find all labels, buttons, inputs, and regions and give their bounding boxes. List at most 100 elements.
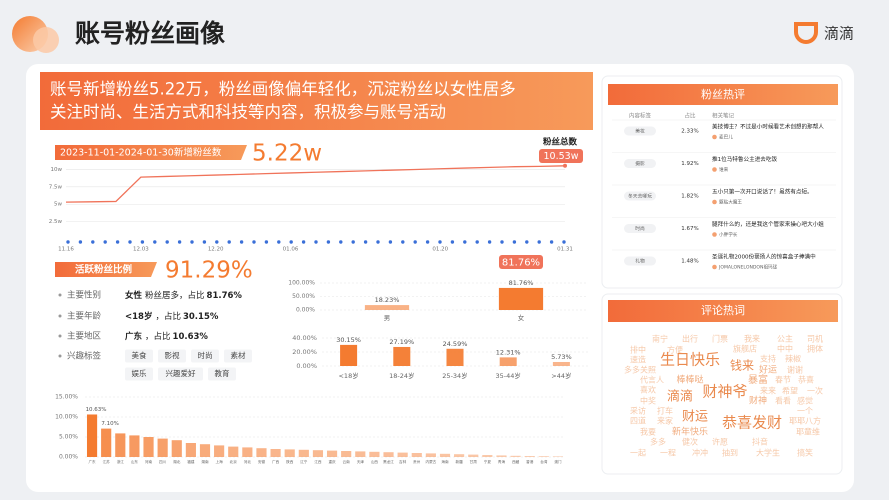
tag-pill	[624, 224, 656, 233]
hot-word: 搞笑	[797, 448, 813, 458]
bar	[397, 452, 408, 457]
hot-word: 采访	[630, 406, 646, 416]
bar	[364, 305, 410, 310]
tag-label: 素材	[231, 350, 246, 360]
timeline-dot	[549, 240, 554, 244]
hot-word: 喜欢	[640, 385, 656, 395]
timeline-dot	[190, 240, 194, 244]
y-tick-label: 7.5w	[49, 184, 63, 190]
profile-percent: 30.15%	[183, 312, 219, 322]
timeline-dot	[475, 240, 479, 244]
tag-pill	[624, 126, 656, 136]
hot-word: 速造	[630, 355, 646, 365]
profile-value: 广东 ，占比 10.63%	[125, 331, 208, 342]
row-tag: 美妆	[635, 128, 645, 135]
summary-line: 账号新增粉丝5.22万，粉丝画像偏年轻化，沉淀粉丝以女性居多	[50, 80, 516, 99]
y-tick-label: 0.00%	[59, 454, 78, 461]
row-share: 1.67%	[681, 226, 698, 232]
hot-words-panel	[601, 293, 843, 475]
hot-word: 春节	[775, 375, 791, 385]
x-tick-label: 贵州	[413, 459, 421, 464]
x-tick-label: 新疆	[456, 459, 464, 464]
bar	[341, 451, 352, 457]
x-tick-label: 上海	[216, 459, 224, 464]
summary-box	[40, 72, 593, 130]
profile-value: <18岁 ，占比 30.15%	[125, 311, 219, 322]
profile-label: 主要地区	[67, 331, 102, 342]
x-tick-label: 山东	[131, 459, 139, 464]
hot-word: 感觉	[797, 396, 813, 406]
hot-word: 生日快乐	[660, 351, 720, 369]
hot-word: 南宁	[652, 334, 668, 344]
bar	[454, 454, 465, 457]
timeline-dot	[165, 240, 169, 244]
bar	[326, 450, 338, 457]
timeline-dot	[115, 240, 120, 244]
x-tick-label: 北京	[230, 459, 238, 464]
timeline-dot	[487, 240, 492, 244]
tag-pill	[224, 349, 252, 363]
x-tick-label: 天津	[357, 459, 365, 464]
bar	[340, 344, 358, 366]
bar	[383, 452, 394, 457]
x-tick-label: 广西	[272, 459, 280, 464]
bar	[510, 455, 521, 457]
timeline-dot	[512, 240, 517, 244]
timeline-dot	[500, 240, 504, 244]
timeline-dot	[239, 240, 244, 244]
x-tick-label: 内蒙古	[425, 459, 436, 464]
tag-pill	[125, 349, 153, 363]
bar	[411, 453, 422, 457]
row-tag: 时尚	[635, 225, 645, 232]
x-tick-label: 宁夏	[484, 459, 492, 464]
profile-main: 广东	[125, 331, 143, 342]
bar	[86, 414, 98, 457]
y-tick-label: 2.5w	[49, 219, 63, 225]
timeline-dot	[413, 240, 417, 244]
row-share: 1.48%	[681, 259, 698, 265]
value-label: 7.10%	[101, 421, 118, 427]
row-author: JOMALONELONDON祖玛珑	[718, 264, 778, 271]
active-value: 91.29%	[165, 258, 253, 284]
tag-label: 时尚	[198, 350, 213, 360]
profile-label: 兴趣标签	[67, 351, 102, 362]
row-author: 麦巴儿	[719, 134, 733, 141]
bar	[129, 435, 140, 457]
value-label: 5.73%	[551, 353, 572, 361]
value-label: 81.76%	[509, 279, 534, 287]
author-avatar	[712, 199, 717, 205]
x-tick-label: 01.20	[432, 247, 448, 253]
bar	[115, 433, 126, 457]
hot-word: 公主	[777, 334, 793, 344]
bar	[270, 449, 281, 457]
hot-word: 中中	[777, 344, 793, 354]
author-avatar	[712, 134, 717, 140]
timeline-dot	[562, 240, 566, 244]
hot-word: 拥体	[807, 344, 823, 354]
profile-detail: 粉丝居多，占比	[145, 290, 205, 301]
bar	[284, 449, 295, 457]
hot-word: 一起	[630, 449, 646, 458]
x-tick-label: 黑龙江	[383, 459, 394, 464]
brand-icon	[794, 22, 818, 44]
hot-word: 中奖	[640, 396, 656, 406]
timeline-dot	[252, 240, 256, 244]
tag-pill	[191, 349, 219, 363]
x-tick-label: 海南	[441, 459, 449, 464]
bar	[538, 456, 549, 457]
hot-words-title: 评论热词	[701, 303, 745, 317]
tag-label: 教育	[215, 368, 230, 378]
timeline-dot	[401, 240, 405, 244]
fan-comments-panel	[601, 75, 843, 289]
hot-word: 财神爷	[702, 383, 747, 401]
y-tick-label: 15.00%	[55, 394, 78, 401]
hot-word: 出行	[682, 334, 698, 344]
x-tick-label: 安徽	[258, 459, 266, 464]
bar	[496, 455, 507, 457]
growth-value: 5.22w	[252, 141, 322, 167]
y-tick-label: 100.00%	[288, 280, 315, 287]
timeline-dot	[525, 240, 529, 244]
row-share: 1.82%	[681, 194, 698, 200]
